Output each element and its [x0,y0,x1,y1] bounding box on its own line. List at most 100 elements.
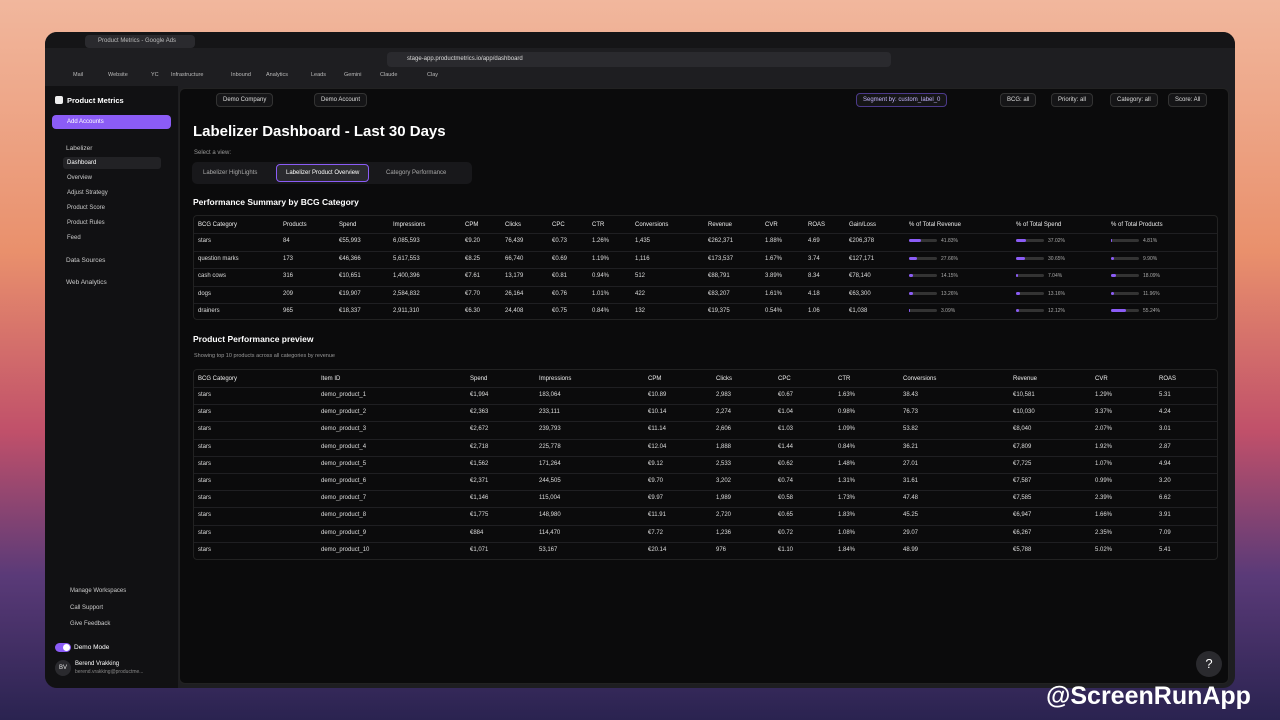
cell: stars [198,460,212,467]
bookmark[interactable]: Gemini [344,72,362,78]
cell: stars [198,443,212,450]
column-header: BCG Category [198,222,238,228]
add-accounts-button[interactable] [52,115,171,129]
help-button[interactable]: ? [1196,651,1222,677]
cell: 2,911,310 [393,308,420,314]
bookmark[interactable]: Claude [380,72,398,78]
view-tab[interactable]: Labelizer Product Overview [276,164,370,182]
company-select[interactable]: Demo Company [216,93,274,107]
cell: stars [198,495,212,502]
filter-select[interactable]: Score: All [1168,93,1208,107]
cell: €1,146 [470,495,489,502]
cell: 3.74 [808,255,820,262]
data-sources[interactable]: Data Sources [66,257,106,264]
bookmark[interactable]: Infrastructure [171,72,204,78]
nav-item[interactable]: Overview [67,175,93,181]
cell: 1.61% [765,290,783,297]
progress-track [1016,239,1044,242]
cell: 1.73% [838,495,856,502]
cell: €0.73 [552,238,568,244]
cell: 9.90% [1143,255,1158,262]
progress-track [909,239,937,242]
cell: €1.03 [778,426,794,433]
column-header: % of Total Revenue [909,222,961,228]
filter-select[interactable]: Category: all [1110,93,1158,107]
bookmark[interactable]: Leads [311,72,326,78]
cell: 2,983 [716,392,732,398]
cell: €10.89 [648,392,667,398]
cell: €6,947 [1013,512,1032,519]
column-header: Conversions [903,376,937,382]
cell: €884 [470,529,484,536]
cell: €1,994 [470,392,489,398]
cell: 0.84% [592,308,610,314]
cell: 1.88% [765,238,783,244]
nav-item[interactable]: Product Rules [67,220,105,226]
column-header: BCG Category [198,376,238,382]
bookmark[interactable]: YC [151,72,159,78]
cell: €0.74 [778,478,794,484]
url-bar[interactable] [387,52,891,67]
cell: 84 [283,238,290,244]
cell: €11.91 [648,512,666,519]
cell: 0.94% [592,273,610,279]
cell: €0.72 [778,529,794,536]
cell: €1.10 [778,546,794,553]
cell: 1.07% [1095,460,1113,467]
account-select[interactable]: Demo Account [314,93,368,107]
cell: 4.18 [808,290,820,297]
nav-item[interactable]: Dashboard [63,157,161,169]
tab[interactable] [85,35,195,48]
table-row [194,541,1217,559]
cell: 2,533 [716,460,732,467]
cell: question marks [198,255,239,262]
cell: 6,085,593 [393,238,420,244]
cell: 38.43 [903,392,919,398]
cell: €46,366 [339,255,361,262]
view-tab[interactable]: Labelizer HighLights [203,170,258,176]
table-row [194,303,1217,321]
view-label: Select a view: [194,150,232,156]
nav-item[interactable]: Adjust Strategy [67,190,108,196]
cell: 1.09% [838,426,856,433]
column-header: ROAS [1159,376,1177,382]
view-tab[interactable]: Category Performance [386,170,447,176]
cell: 18.09% [1143,273,1160,279]
nav-item[interactable]: Feed [67,235,81,241]
filter-select[interactable]: BCG: all [1000,93,1037,107]
cell: stars [198,512,212,519]
bookmark[interactable]: Website [108,72,128,78]
bookmark[interactable]: Analytics [266,72,289,78]
progress-track [1111,291,1139,295]
segment-select[interactable]: Segment by: custom_label_0 [856,93,948,107]
filter-select[interactable]: Priority: all [1051,93,1094,107]
cell: 115,004 [539,495,561,502]
web-analytics[interactable]: Web Analytics [66,279,107,286]
column-header: % of Total Products [1111,222,1163,228]
cell: 29.07 [903,529,919,536]
cell: €12.04 [648,443,667,450]
cell: stars [198,238,212,244]
column-header: Clicks [716,376,732,382]
footer-link[interactable]: Manage Workspaces [70,588,127,594]
bookmark[interactable]: Mail [73,72,84,78]
cell: 1.01% [592,290,610,297]
cell: demo_product_3 [321,426,367,433]
cell: 5.41 [1159,546,1171,553]
footer-link[interactable]: Give Feedback [70,621,111,627]
cell: 1.66% [1095,512,1113,519]
nav-item[interactable]: Product Score [67,205,106,211]
progress-bar [909,239,921,242]
cell: €10,651 [339,273,361,279]
table-row [194,268,1217,286]
column-header: CVR [765,222,778,228]
bookmark[interactable]: Clay [427,72,439,78]
column-header: Item ID [321,376,341,382]
section-labelizer[interactable]: Labelizer [66,145,93,152]
column-header: CTR [592,222,605,228]
bookmark[interactable]: Inbound [231,72,251,78]
footer-link[interactable]: Call Support [70,604,104,611]
cell: 14.15% [941,273,958,279]
cell: €0.62 [778,460,794,467]
cell: €1.44 [778,443,794,450]
